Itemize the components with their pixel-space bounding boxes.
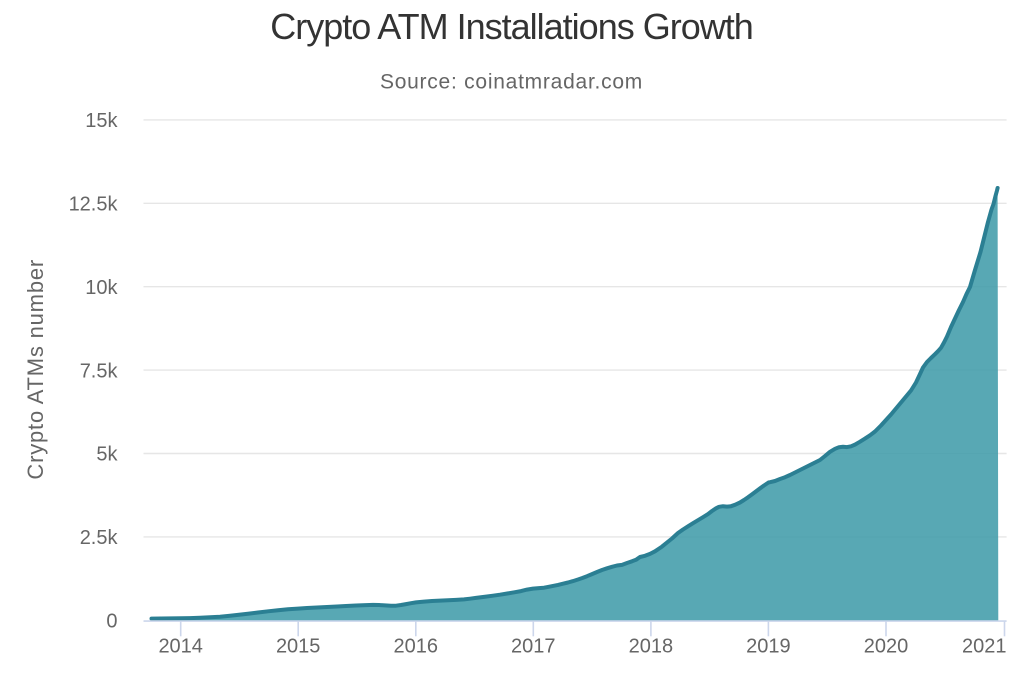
svg-text:2014: 2014 (158, 636, 203, 658)
svg-text:2020: 2020 (864, 636, 909, 658)
svg-text:15k: 15k (85, 110, 118, 132)
svg-text:2021: 2021 (962, 636, 1007, 658)
svg-text:0: 0 (106, 611, 117, 633)
svg-text:5k: 5k (96, 444, 118, 466)
svg-text:2015: 2015 (276, 636, 321, 658)
svg-text:Crypto ATMs number: Crypto ATMs number (23, 259, 48, 480)
svg-text:7.5k: 7.5k (80, 360, 119, 382)
svg-text:2017: 2017 (511, 636, 556, 658)
svg-text:Crypto ATM Installations Growt: Crypto ATM Installations Growth (270, 6, 753, 47)
svg-text:Source: coinatmradar.com: Source: coinatmradar.com (380, 71, 643, 94)
svg-text:2016: 2016 (394, 636, 439, 658)
svg-text:10k: 10k (85, 277, 118, 299)
svg-text:2019: 2019 (746, 636, 791, 658)
svg-text:2.5k: 2.5k (80, 527, 119, 549)
svg-text:2018: 2018 (629, 636, 674, 658)
svg-text:12.5k: 12.5k (69, 194, 119, 216)
